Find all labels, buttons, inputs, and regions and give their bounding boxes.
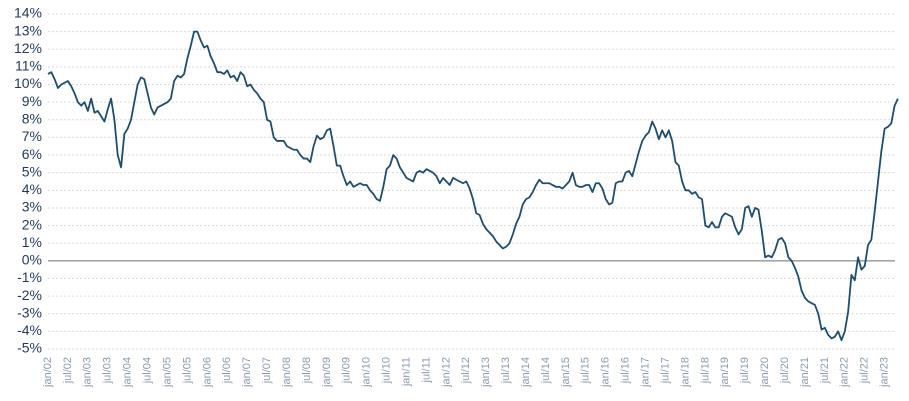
x-tick-label: jul/22 (859, 357, 871, 384)
x-tick-label: jan/03 (82, 357, 94, 388)
x-tick-label: jan/18 (679, 357, 691, 388)
x-tick-label: jan/04 (122, 357, 134, 388)
x-tick-label: jul/16 (620, 357, 632, 384)
y-tick-label: 12% (14, 40, 42, 56)
y-tick-label: -5% (17, 340, 42, 356)
x-tick-label: jan/17 (640, 357, 652, 388)
x-tick-label: jan/19 (719, 357, 731, 388)
y-tick-label: 4% (22, 181, 42, 197)
x-tick-label: jul/10 (381, 357, 393, 384)
x-tick-label: jan/02 (42, 357, 54, 388)
x-tick-label: jan/05 (161, 357, 173, 388)
y-tick-label: 11% (15, 58, 42, 74)
y-tick-label: -4% (17, 322, 42, 338)
x-tick-label: jul/02 (62, 357, 74, 384)
x-tick-label: jul/19 (739, 357, 751, 384)
x-tick-label: jan/12 (440, 357, 452, 388)
x-tick-label: jan/20 (759, 357, 771, 388)
y-tick-label: 6% (22, 146, 42, 162)
x-tick-label: jan/22 (839, 357, 851, 388)
x-tick-label: jan/21 (799, 357, 811, 388)
x-tick-label: jul/20 (779, 357, 791, 384)
x-tick-label: jul/15 (580, 357, 592, 384)
x-tick-label: jul/06 (221, 357, 233, 384)
x-tick-label: jan/11 (400, 357, 412, 387)
x-tick-label: jan/13 (480, 357, 492, 388)
y-tick-label: -1% (17, 269, 42, 285)
y-tick-label: 13% (14, 22, 42, 38)
x-tick-label: jul/09 (341, 357, 353, 384)
y-tick-label: 0% (22, 252, 42, 268)
x-tick-label: jan/06 (201, 357, 213, 388)
y-tick-label: 1% (22, 234, 42, 250)
y-tick-label: -3% (17, 304, 42, 320)
x-tick-label: jul/05 (181, 357, 193, 384)
y-tick-label: 10% (14, 75, 42, 91)
x-tick-label: jul/03 (102, 357, 114, 384)
x-tick-label: jan/08 (281, 357, 293, 388)
x-tick-label: jan/16 (600, 357, 612, 388)
x-tick-label: jul/13 (500, 357, 512, 384)
x-tick-label: jul/04 (142, 357, 154, 384)
y-tick-label: 14% (14, 5, 42, 21)
y-tick-label: 9% (22, 93, 42, 109)
y-tick-label: 5% (22, 163, 42, 179)
line (47, 30, 899, 342)
x-tick-label: jul/21 (819, 357, 831, 384)
x-tick-label: jul/11 (420, 357, 432, 383)
x-tick-label: jan/09 (321, 357, 333, 388)
x-tick-label: jan/14 (520, 357, 532, 388)
x-tick-label: jul/14 (540, 357, 552, 384)
x-tick-label: jul/07 (261, 357, 273, 384)
y-tick-label: 8% (22, 110, 42, 126)
x-tick-label: jan/07 (241, 357, 253, 388)
y-tick-label: -2% (17, 287, 42, 303)
y-tick-label: 7% (22, 128, 42, 144)
x-tick-label: jul/12 (460, 357, 472, 384)
x-tick-label: jan/23 (879, 357, 891, 388)
x-tick-label: jul/08 (301, 357, 313, 384)
x-tick-label: jan/15 (560, 357, 572, 388)
x-tick-label: jul/17 (659, 357, 671, 384)
y-tick-label: 2% (22, 216, 42, 232)
y-tick-label: 3% (22, 199, 42, 215)
x-tick-label: jan/10 (361, 357, 373, 388)
x-tick-label: jul/18 (699, 357, 711, 384)
